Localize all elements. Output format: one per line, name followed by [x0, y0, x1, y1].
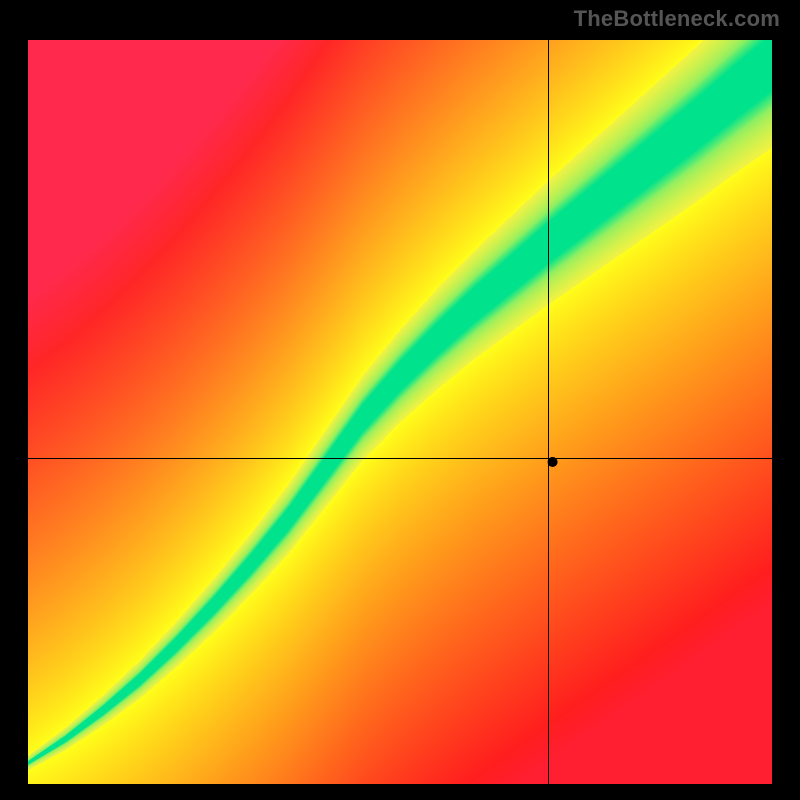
watermark-text: TheBottleneck.com	[574, 6, 780, 32]
heatmap-chart	[20, 32, 780, 792]
heatmap-canvas	[20, 32, 780, 792]
